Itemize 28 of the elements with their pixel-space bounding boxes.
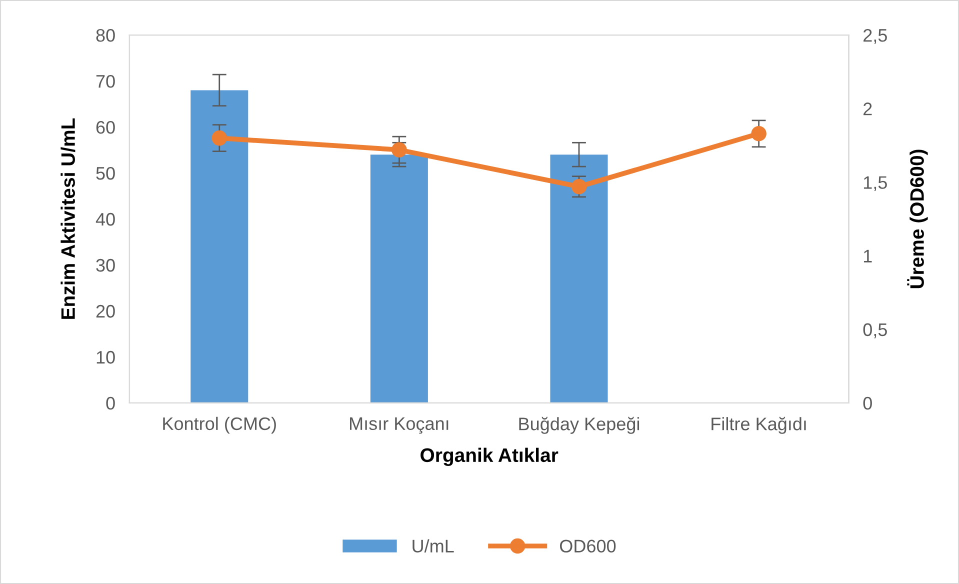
y2-tick-label: 1 [864,250,872,262]
point [751,126,766,142]
y-tick-label: 70 [96,74,115,88]
y-axis-title: Enzim Aktivitesi U/mL [60,118,76,319]
legend-label: OD600 [560,540,616,552]
y2-tick-label: 1,5 [864,176,887,192]
y-tick-label: 20 [96,304,115,318]
y-tick-label: 60 [96,120,115,134]
y2-axis-title: Üreme (OD600) [907,150,928,288]
x-axis-title: Organik Atıklar [420,448,558,466]
y-tick-label: 10 [96,350,115,364]
x-tick-label: Filtre Kağıdı [712,416,806,434]
point [392,142,407,158]
y-tick-label: 0 [106,396,115,410]
y2-tick-label: 0 [863,396,872,410]
y-tick-label: 50 [96,166,115,180]
y-tick-label: 80 [96,28,115,42]
y2-tick-label: 0,5 [863,323,887,338]
point [212,130,228,146]
y2-tick-label: 2 [864,102,872,116]
y-tick-label: 40 [96,212,115,226]
x-tick-label: Kontrol (CMC) [163,416,276,434]
point [571,178,587,194]
x-tick-label: Mısır Koçanı [350,417,448,434]
legend-label: U/mL [412,539,454,552]
y-tick-label: 30 [96,258,115,272]
x-tick-label: Buğday Kepeği [519,416,640,434]
y2-tick-label: 2,5 [864,28,887,44]
